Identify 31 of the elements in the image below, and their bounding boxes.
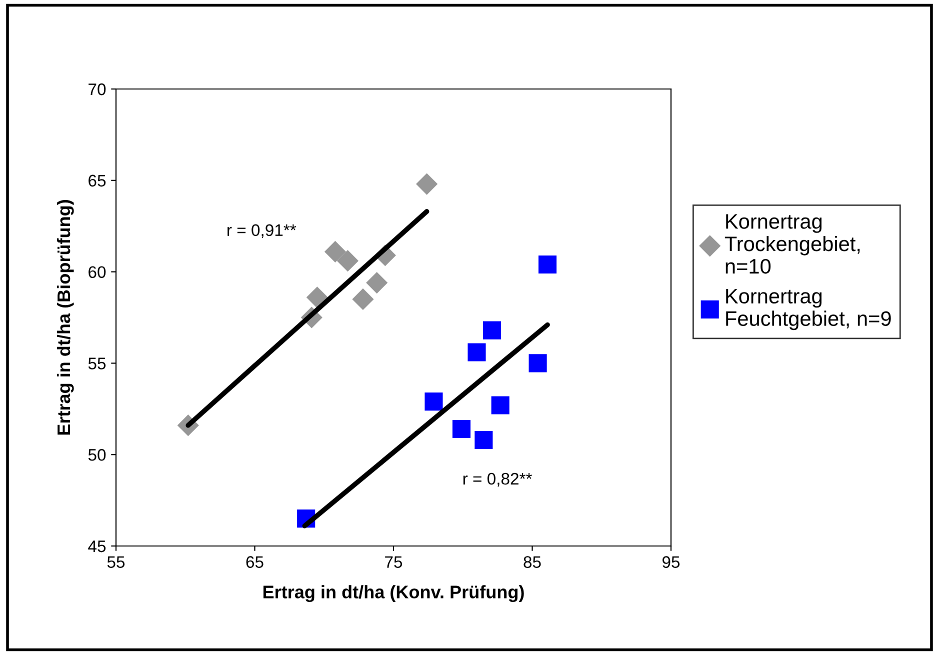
x-tick-label: 85	[524, 556, 541, 568]
point	[424, 392, 443, 411]
y-tick-label: 45	[88, 540, 106, 552]
y-tick-label: 60	[88, 266, 106, 278]
point	[474, 430, 493, 450]
x-tick-label: 95	[662, 556, 680, 568]
annotation: r = 0,82**	[463, 472, 532, 487]
point	[468, 343, 486, 362]
point	[452, 420, 471, 438]
y-tick-label: 50	[88, 449, 106, 461]
y-tick-label: 70	[88, 83, 106, 96]
legend-label: Kornertrag Feuchtgebiet, n=9	[726, 288, 891, 330]
y-tick-label: 65	[88, 174, 106, 187]
point	[528, 354, 547, 372]
x-tick-label: 55	[107, 556, 125, 568]
point	[366, 272, 388, 294]
x-tick-label: 75	[385, 556, 402, 568]
point	[352, 288, 374, 310]
x-tick-label: 65	[246, 556, 264, 568]
x-axis-title: Ertrag in dt/ha (Konv. Prüfung)	[263, 585, 524, 602]
point	[324, 240, 346, 262]
annotation: r = 0,91**	[228, 224, 296, 238]
point	[482, 321, 502, 340]
legend-label: Kornertrag Trockengebiet, n=10	[724, 214, 860, 274]
point	[336, 250, 359, 272]
y-tick-label: 55	[88, 358, 106, 370]
point	[491, 396, 510, 414]
y-axis-title: Ertrag in dt/ha (Bioprüfung)	[56, 200, 74, 435]
point	[416, 173, 438, 195]
point	[306, 286, 328, 308]
point	[538, 255, 557, 274]
